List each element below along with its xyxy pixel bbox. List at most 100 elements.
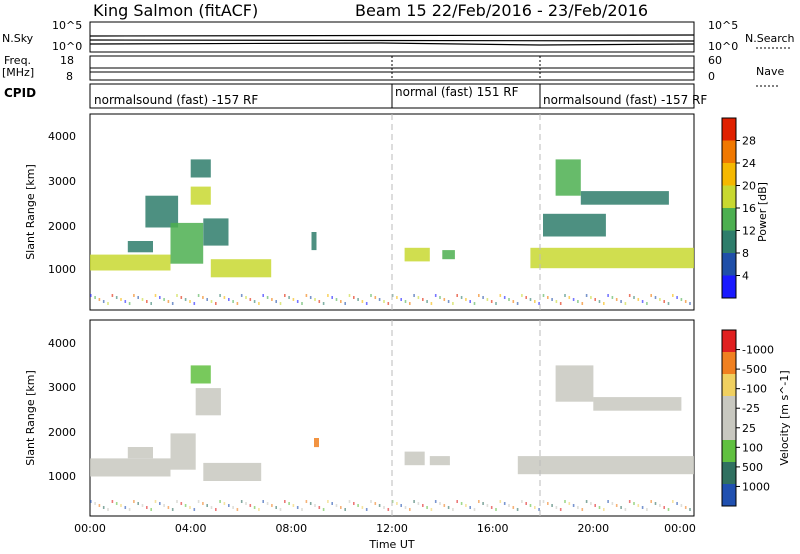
power-patch (404, 247, 430, 262)
power-scatter-point (159, 296, 161, 299)
colorbar-tick-label: 25 (742, 422, 756, 435)
power-scatter-point (551, 298, 553, 301)
velocity-ylabel: Slant Range [km] (24, 370, 37, 466)
velocity-scatter-point (672, 500, 674, 503)
power-scatter-point (344, 302, 346, 305)
power-scatter-point (672, 294, 674, 297)
nsearch-label: N.Search (745, 32, 795, 45)
velocity-scatter-point (516, 508, 519, 511)
xtick-label: 00:00 (74, 522, 106, 535)
velocity-scatter-point (572, 504, 575, 507)
velocity-scatter-point (102, 506, 105, 509)
velocity-scatter-point (275, 506, 277, 509)
power-scatter-point (598, 300, 601, 303)
velocity-scatter-point (383, 506, 385, 509)
power-scatter-point (659, 298, 661, 301)
velocity-scatter-point (452, 508, 454, 511)
velocity-scatter-point (340, 506, 342, 509)
power-scatter-point (383, 300, 385, 303)
power-scatter-point (154, 294, 157, 297)
power-scatter-point (572, 298, 575, 301)
power-scatter-point (292, 298, 295, 301)
power-scatter-point (314, 298, 316, 301)
velocity-scatter-point (370, 500, 372, 503)
nsearch-tick-top: 10^5 (708, 19, 738, 32)
power-scatter-point (305, 294, 308, 297)
power-scatter-point (603, 302, 605, 305)
xtick-label: 12:00 (376, 522, 408, 535)
power-scatter-point (197, 294, 200, 297)
power-colorbar-label: Power [dB] (756, 182, 769, 242)
power-scatter-point (400, 298, 402, 301)
velocity-scatter-point (279, 508, 282, 511)
power-scatter-point (422, 298, 424, 301)
velocity-ytick-label: 2000 (48, 426, 76, 439)
power-scatter-point (189, 300, 191, 303)
velocity-scatter-point (128, 508, 131, 511)
power-scatter-point (215, 302, 217, 305)
power-patch (210, 259, 272, 278)
colorbar-segment (722, 185, 736, 208)
velocity-scatter-point (503, 502, 506, 505)
power-scatter-point (486, 298, 489, 301)
velocity-scatter-point (210, 506, 213, 509)
colorbar-segment (722, 484, 736, 506)
velocity-scatter-point (434, 500, 437, 503)
velocity-scatter-point (167, 506, 170, 509)
power-scatter-point (654, 296, 657, 299)
velocity-ytick-label: 1000 (48, 470, 76, 483)
velocity-scatter-point (456, 500, 458, 503)
power-scatter-point (378, 298, 381, 301)
velocity-scatter-point (564, 500, 566, 503)
velocity-scatter-point (495, 508, 497, 511)
power-scatter-point (94, 296, 96, 299)
colorbar-frame (721, 329, 737, 507)
power-scatter-point (137, 296, 139, 299)
velocity-ytick-label: 3000 (48, 381, 76, 394)
power-patch (543, 213, 606, 237)
velocity-scatter-point (163, 504, 165, 507)
velocity-ytick-label: 4000 (48, 337, 76, 350)
velocity-scatter-point (577, 506, 579, 509)
velocity-scatter-point (159, 502, 161, 505)
colorbar-tick-label: -1000 (742, 344, 774, 357)
power-patch (190, 186, 211, 205)
velocity-scatter-point (404, 506, 407, 509)
nave-tick-top: 60 (708, 54, 722, 67)
power-patch (580, 191, 669, 205)
power-scatter-point (193, 302, 196, 305)
power-scatter-point (370, 294, 372, 297)
velocity-patch (90, 458, 171, 477)
power-scatter-point (538, 302, 540, 305)
velocity-scatter-point (650, 500, 652, 503)
velocity-scatter-point (353, 502, 355, 505)
velocity-scatter-point (184, 504, 187, 507)
power-scatter-point (387, 302, 390, 305)
power-scatter-point (521, 294, 523, 297)
velocity-scatter-point (611, 502, 614, 505)
power-ytick-label: 3000 (48, 175, 76, 188)
power-scatter-point (202, 296, 204, 299)
velocity-scatter-point (551, 504, 553, 507)
power-scatter-point (452, 302, 454, 305)
velocity-scatter-point (296, 506, 299, 509)
power-scatter-point (417, 296, 420, 299)
velocity-scatter-point (361, 506, 364, 509)
power-patch (127, 241, 153, 253)
velocity-scatter-point (374, 502, 377, 505)
xtick-label: 00:00 (664, 522, 696, 535)
power-scatter-point (684, 300, 687, 303)
velocity-scatter-point (594, 504, 596, 507)
velocity-scatter-point (327, 500, 329, 503)
power-scatter-point (564, 294, 566, 297)
colorbar-segment (722, 118, 736, 141)
power-scatter-point (633, 296, 635, 299)
velocity-scatter-point (460, 502, 463, 505)
colorbar-segment (722, 163, 736, 186)
cpid-segment-3: normalsound (fast) -157 RF (543, 93, 707, 107)
velocity-scatter-point (115, 502, 118, 505)
velocity-scatter-point (357, 504, 359, 507)
colorbar-segment (722, 374, 736, 396)
power-ytick-label: 2000 (48, 220, 76, 233)
velocity-scatter-point (245, 502, 247, 505)
